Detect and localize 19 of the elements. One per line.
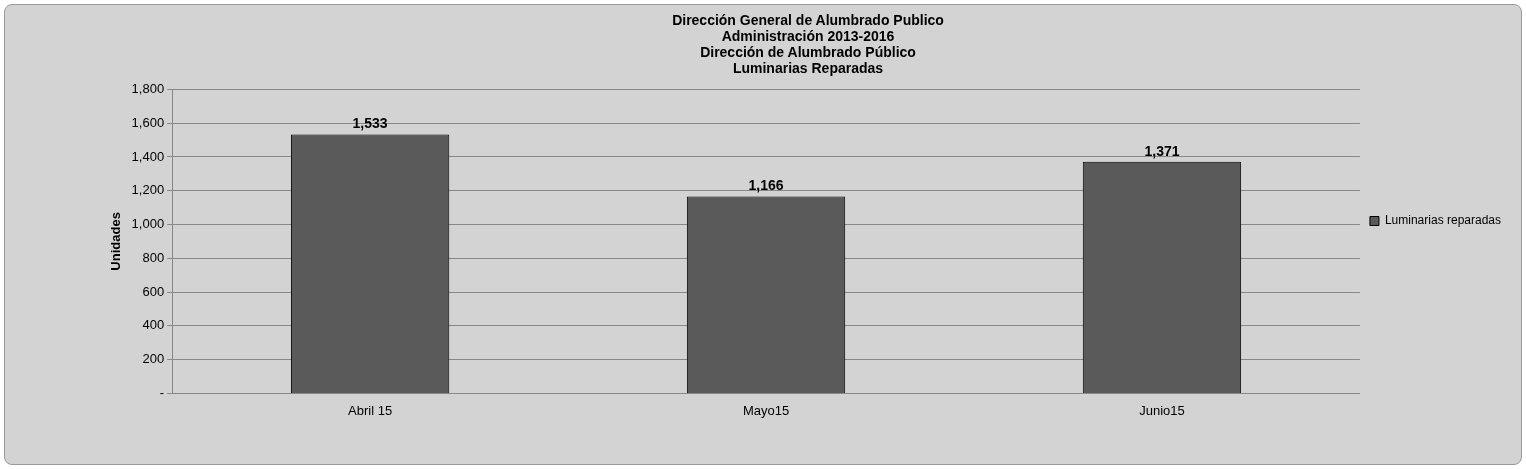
y-tick-label: 1,800	[131, 80, 165, 96]
data-label: 1,371	[1144, 142, 1180, 159]
y-tick-label: 400	[142, 317, 165, 333]
y-tick-label: 800	[142, 249, 165, 265]
x-tick-label: Junio15	[1139, 402, 1185, 418]
y-axis-title: Unidades	[108, 212, 124, 271]
x-tick-label: Abril 15	[348, 402, 393, 418]
y-tick-label: 1,600	[131, 114, 165, 130]
y-tick-label: 600	[142, 283, 165, 299]
data-label: 1,533	[352, 115, 388, 132]
legend-label: Luminarias reparadas	[1384, 213, 1501, 228]
y-tick-label: 1,400	[131, 148, 165, 164]
x-tick-label: Mayo15	[742, 402, 790, 418]
data-label: 1,166	[748, 177, 784, 194]
chart-title: Dirección General de Alumbrado Publico Administración 2013-2016 Dirección de Alumbrado Público Luminarias Reparadas	[672, 11, 944, 77]
y-tick-label: 1,000	[131, 216, 165, 232]
y-tick-label: 1,200	[131, 182, 165, 198]
y-tick-label: 200	[142, 351, 165, 367]
y-tick-label: -	[159, 384, 165, 400]
